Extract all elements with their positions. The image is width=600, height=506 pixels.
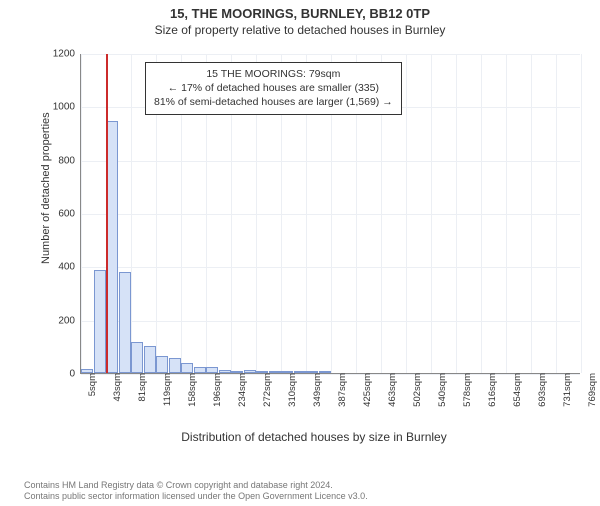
histogram-bar — [131, 342, 143, 373]
x-tick-label: 425sqm — [359, 373, 373, 407]
footer-line-1: Contains HM Land Registry data © Crown c… — [24, 480, 590, 491]
x-tick-label: 234sqm — [234, 373, 248, 407]
x-tick-label: 349sqm — [309, 373, 323, 407]
gridline-v — [406, 54, 407, 373]
histogram-bar — [294, 371, 306, 373]
gridline-v — [81, 54, 82, 373]
histogram-bar — [219, 370, 231, 373]
x-tick-label: 272sqm — [259, 373, 273, 407]
chart-area: Number of detached properties 15 THE MOO… — [44, 54, 584, 424]
property-marker-line — [106, 54, 108, 373]
y-tick-label: 1000 — [53, 102, 81, 113]
x-tick-label: 158sqm — [184, 373, 198, 407]
histogram-bar — [244, 370, 256, 373]
x-tick-label: 196sqm — [209, 373, 223, 407]
histogram-bar — [306, 371, 318, 373]
histogram-bar — [106, 121, 118, 373]
gridline-v — [556, 54, 557, 373]
x-tick-label: 616sqm — [484, 373, 498, 407]
histogram-bar — [231, 371, 243, 373]
x-tick-label: 731sqm — [559, 373, 573, 407]
plot-region: 15 THE MOORINGS: 79sqm ← 17% of detached… — [80, 54, 580, 374]
footer: Contains HM Land Registry data © Crown c… — [24, 480, 590, 503]
x-tick-label: 769sqm — [584, 373, 598, 407]
histogram-bar — [144, 346, 156, 373]
histogram-bar — [281, 371, 293, 373]
legend-line-3: 81% of semi-detached houses are larger (… — [154, 95, 393, 109]
footer-line-2: Contains public sector information licen… — [24, 491, 590, 502]
legend-line-1: 15 THE MOORINGS: 79sqm — [154, 67, 393, 81]
x-tick-label: 502sqm — [409, 373, 423, 407]
gridline-v — [531, 54, 532, 373]
y-axis-label: Number of detached properties — [40, 112, 52, 264]
x-tick-label: 540sqm — [434, 373, 448, 407]
y-tick-label: 600 — [58, 209, 81, 220]
page-subtitle: Size of property relative to detached ho… — [0, 23, 600, 37]
x-tick-label: 310sqm — [284, 373, 298, 407]
histogram-bar — [206, 367, 218, 373]
x-tick-label: 43sqm — [109, 373, 123, 402]
histogram-bar — [169, 358, 181, 373]
histogram-bar — [269, 371, 281, 373]
histogram-bar — [81, 369, 93, 373]
y-tick-label: 0 — [69, 369, 81, 380]
y-tick-label: 200 — [58, 315, 81, 326]
histogram-bar — [256, 371, 268, 373]
histogram-bar — [94, 270, 106, 373]
gridline-v — [456, 54, 457, 373]
y-tick-label: 1200 — [53, 49, 81, 60]
legend-box: 15 THE MOORINGS: 79sqm ← 17% of detached… — [145, 62, 402, 115]
x-tick-label: 81sqm — [134, 373, 148, 402]
x-axis-label: Distribution of detached houses by size … — [44, 430, 584, 444]
x-tick-label: 387sqm — [334, 373, 348, 407]
x-tick-label: 463sqm — [384, 373, 398, 407]
x-tick-label: 5sqm — [84, 373, 98, 396]
page-title: 15, THE MOORINGS, BURNLEY, BB12 0TP — [0, 6, 600, 21]
y-tick-label: 800 — [58, 155, 81, 166]
histogram-bar — [319, 371, 331, 373]
gridline-v — [131, 54, 132, 373]
histogram-bar — [194, 367, 206, 373]
x-tick-label: 693sqm — [534, 373, 548, 407]
x-tick-label: 119sqm — [159, 373, 173, 406]
x-tick-label: 654sqm — [509, 373, 523, 407]
gridline-v — [431, 54, 432, 373]
gridline-v — [481, 54, 482, 373]
legend-line-2: ← 17% of detached houses are smaller (33… — [154, 81, 393, 95]
gridline-h — [81, 374, 580, 375]
gridline-v — [581, 54, 582, 373]
x-tick-label: 578sqm — [459, 373, 473, 407]
histogram-bar — [156, 356, 168, 373]
histogram-bar — [181, 363, 193, 373]
histogram-bar — [119, 272, 131, 373]
y-tick-label: 400 — [58, 262, 81, 273]
gridline-v — [506, 54, 507, 373]
